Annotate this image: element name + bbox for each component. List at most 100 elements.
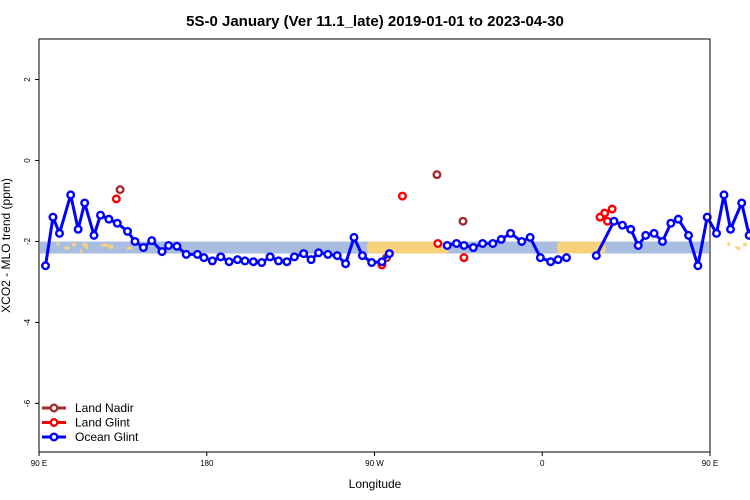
- data-point: [240, 256, 250, 266]
- data-point: [299, 249, 309, 259]
- data-point: [41, 261, 51, 271]
- land-span: [557, 241, 606, 254]
- data-point: [147, 236, 157, 246]
- data-point: [306, 255, 316, 265]
- data-point: [48, 212, 58, 222]
- data-point: [626, 224, 636, 234]
- data-point: [224, 257, 234, 267]
- data-point: [157, 247, 167, 257]
- data-point: [591, 251, 601, 261]
- data-point: [452, 238, 462, 248]
- data-point: [506, 228, 516, 238]
- data-point: [397, 191, 407, 201]
- y-tick-label: -6: [23, 399, 32, 407]
- data-point: [684, 230, 694, 240]
- data-point: [164, 240, 174, 250]
- data-point: [744, 230, 750, 240]
- land-speckle: [64, 246, 68, 250]
- data-point: [323, 249, 333, 259]
- data-point: [478, 238, 488, 248]
- land-ocean-band: [40, 241, 747, 254]
- data-point: [104, 214, 114, 224]
- data-point: [274, 256, 284, 266]
- x-tick-label: 90 W: [365, 459, 384, 468]
- data-point: [130, 236, 140, 246]
- land-speckle: [80, 249, 83, 253]
- data-point: [712, 228, 722, 238]
- data-point: [89, 230, 99, 240]
- data-point: [617, 220, 627, 230]
- legend-swatch-point: [49, 418, 59, 428]
- land-speckle: [85, 243, 88, 249]
- y-tick-label: 0: [23, 158, 32, 163]
- data-point: [349, 232, 359, 242]
- data-point: [433, 238, 443, 248]
- land-speckle: [727, 242, 731, 246]
- land-speckle: [735, 246, 739, 250]
- land-speckle: [108, 244, 113, 249]
- data-point: [607, 204, 617, 214]
- y-tick-label: -2: [23, 237, 32, 245]
- data-point: [115, 185, 125, 195]
- series-layer: [41, 170, 750, 271]
- data-point: [55, 228, 65, 238]
- data-point: [314, 248, 324, 258]
- data-point: [641, 230, 651, 240]
- data-point: [192, 249, 202, 259]
- data-point: [367, 258, 377, 268]
- legend-label: Land Nadir: [75, 401, 134, 415]
- data-point: [216, 252, 226, 262]
- land-speckle: [56, 242, 60, 246]
- land-speckle: [66, 246, 70, 251]
- y-tick-label: -4: [23, 318, 32, 326]
- data-point: [248, 257, 258, 267]
- data-point: [377, 257, 387, 267]
- data-point: [719, 190, 729, 200]
- data-point: [517, 236, 527, 246]
- data-point: [666, 218, 676, 228]
- data-point: [265, 252, 275, 262]
- data-point: [138, 243, 148, 253]
- x-tick-label: 0: [540, 459, 545, 468]
- data-point: [111, 194, 121, 204]
- data-point: [726, 224, 736, 234]
- data-point: [546, 257, 556, 267]
- data-point: [282, 257, 292, 267]
- legend-swatch-point: [49, 432, 59, 442]
- x-tick-label: 90 E: [31, 459, 47, 468]
- x-axis-ticks: 90 E 180 90 W 0 90 E: [31, 452, 718, 468]
- land-speckle: [743, 242, 747, 247]
- data-point: [459, 240, 469, 250]
- land-speckle: [126, 246, 132, 250]
- data-point: [123, 226, 133, 236]
- legend-item: Land Nadir: [42, 401, 134, 415]
- data-point: [181, 249, 191, 259]
- data-point: [488, 238, 498, 248]
- land-speckle: [737, 246, 741, 251]
- data-point: [737, 198, 747, 208]
- data-point: [289, 252, 299, 262]
- data-point: [600, 208, 610, 218]
- data-point: [233, 255, 243, 265]
- data-point: [553, 255, 563, 265]
- data-point: [357, 251, 367, 261]
- chart-title: 5S-0 January (Ver 11.1_late) 2019-01-01 …: [186, 13, 564, 30]
- legend-label: Ocean Glint: [75, 430, 139, 444]
- data-point: [341, 259, 351, 269]
- data-point: [609, 216, 619, 226]
- data-point: [112, 218, 122, 228]
- y-tick-label: 2: [23, 77, 32, 82]
- data-point: [458, 216, 468, 226]
- data-point: [633, 240, 643, 250]
- data-point: [207, 256, 217, 266]
- data-point: [199, 253, 209, 263]
- legend-label: Land Glint: [75, 416, 130, 430]
- data-point: [535, 253, 545, 263]
- x-axis-label: Longitude: [349, 477, 402, 491]
- data-point: [80, 198, 90, 208]
- data-point: [66, 190, 76, 200]
- series-land-glint: [111, 191, 617, 270]
- data-point: [673, 214, 683, 224]
- data-point: [496, 234, 506, 244]
